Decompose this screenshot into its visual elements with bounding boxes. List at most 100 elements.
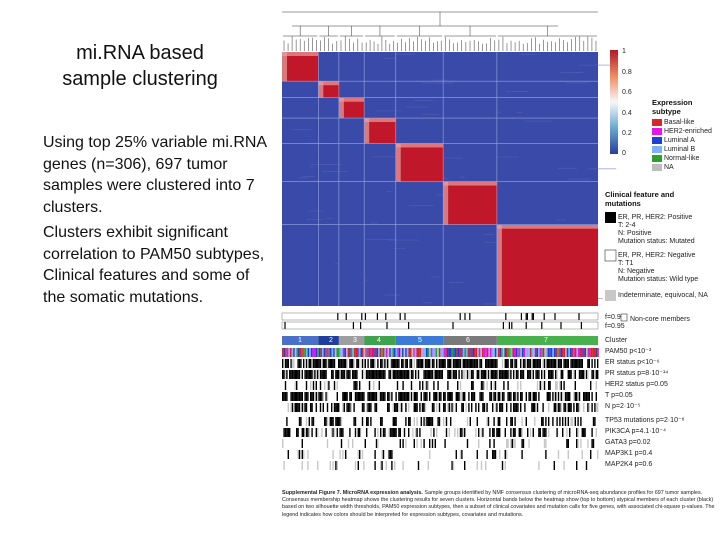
track-mark [340, 359, 343, 368]
pam50-mark [525, 348, 527, 357]
track-mark [448, 359, 450, 368]
track-mark [513, 403, 515, 412]
track-mark [291, 403, 294, 412]
track-mark [326, 359, 329, 368]
track-mark [553, 392, 555, 401]
track-mark [597, 450, 599, 459]
track-mark [594, 417, 596, 426]
track-mark [485, 403, 487, 412]
track-mark [434, 439, 436, 448]
track-mark [382, 428, 385, 437]
colorbar-tick: 0 [622, 150, 626, 157]
track-mark [459, 450, 462, 459]
track-mark [430, 428, 432, 437]
annotation-tracks [281, 312, 599, 470]
track-mark [478, 428, 480, 437]
pam50-mark [514, 348, 516, 357]
pam50-mark [379, 348, 382, 357]
pam50-mark [430, 348, 433, 357]
track-mark [522, 439, 525, 448]
track-mark [511, 439, 513, 448]
silhouette-mark [408, 322, 410, 329]
track-mark [305, 359, 308, 368]
heatmap-texture [371, 156, 398, 158]
pam50-mark [470, 348, 473, 357]
track-mark [514, 439, 516, 448]
track-mark [492, 392, 494, 401]
track-mark [310, 370, 312, 379]
track-mark [326, 381, 329, 390]
track-mark [423, 417, 425, 426]
track-mark [315, 381, 317, 390]
track-mark [300, 417, 302, 426]
track-mark [305, 417, 308, 426]
track-mark [538, 428, 540, 437]
track-mark [396, 403, 399, 412]
pam50-mark [320, 348, 322, 357]
track-mark [528, 359, 530, 368]
cluster-block-edge [318, 81, 324, 98]
cluster-block [318, 81, 339, 98]
track-mark [398, 370, 400, 379]
track-mark [297, 428, 299, 437]
track-mark [552, 359, 554, 368]
pam50-mark [443, 348, 446, 357]
track-mark [310, 403, 312, 412]
pam50-mark [418, 348, 420, 357]
track-mark [331, 370, 333, 379]
track-mark [461, 450, 463, 459]
track-mark [346, 370, 348, 379]
track-mark [543, 359, 546, 368]
track-mark [448, 392, 450, 401]
pam50-mark [530, 348, 532, 357]
pam50-mark [392, 348, 394, 357]
track-mark [343, 370, 345, 379]
heatmap-texture [422, 113, 440, 115]
track-mark [570, 359, 572, 368]
track-mark [560, 403, 562, 412]
caption-title: Supplemental Figure 7. MicroRNA expressi… [282, 490, 423, 496]
pam50-mark [549, 348, 551, 357]
track-mark [493, 417, 495, 426]
track-mark [424, 359, 427, 368]
pam50-mark [339, 348, 342, 357]
track-mark [534, 359, 536, 368]
heatmap-texture [298, 177, 309, 179]
track-mark [367, 370, 369, 379]
track-mark [455, 370, 457, 379]
track-mark [371, 370, 373, 379]
track-mark [489, 359, 491, 368]
track-mark [468, 370, 470, 379]
heatmap-texture [414, 100, 433, 101]
track-mark [385, 461, 387, 470]
pam50-mark [454, 348, 457, 357]
track-mark [510, 403, 512, 412]
track-mark [294, 370, 296, 379]
track-mark [489, 439, 491, 448]
silhouette-mark [531, 313, 533, 320]
track-mark [545, 439, 547, 448]
track-mark [353, 403, 355, 412]
track-mark [437, 370, 439, 379]
track-mark [443, 392, 445, 401]
track-mark [567, 439, 569, 448]
pam50-mark [554, 348, 556, 357]
track-mark [332, 428, 334, 437]
heatmap-texture [310, 166, 314, 168]
track-mark [450, 392, 452, 401]
track-mark [408, 370, 410, 379]
clinical-positive-3: N: Positive [618, 230, 652, 237]
track-mark [476, 461, 478, 470]
track-mark [340, 428, 343, 437]
track-mark [595, 392, 597, 401]
track-mark [377, 359, 379, 368]
track-mark [436, 370, 438, 379]
track-mark [422, 381, 424, 390]
track-mark [361, 392, 364, 401]
track-mark [504, 428, 506, 437]
track-mark [377, 439, 379, 448]
track-mark [305, 392, 308, 401]
track-mark [438, 403, 441, 412]
track-mark [333, 359, 336, 368]
track-mark [441, 370, 443, 379]
